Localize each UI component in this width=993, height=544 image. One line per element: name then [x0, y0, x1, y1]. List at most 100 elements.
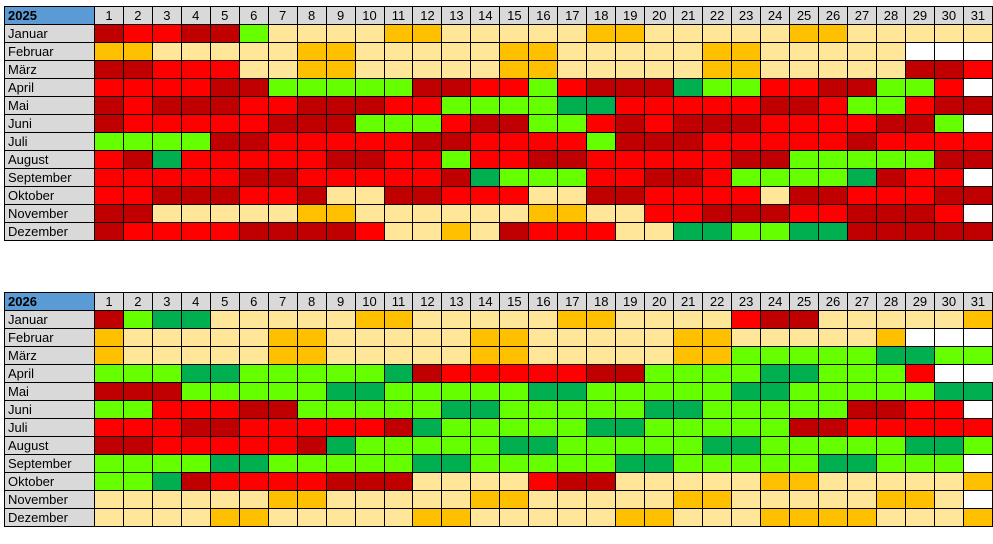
day-cell[interactable] [818, 222, 848, 241]
day-cell[interactable] [818, 454, 848, 473]
day-cell[interactable] [615, 472, 646, 491]
day-cell[interactable] [789, 454, 820, 473]
day-cell[interactable] [875, 328, 906, 347]
day-cell[interactable] [586, 222, 617, 241]
day-cell[interactable] [760, 222, 791, 241]
day-cell[interactable] [847, 490, 877, 509]
day-cell[interactable] [673, 508, 704, 527]
day-cell[interactable] [238, 24, 269, 43]
day-cell[interactable] [325, 364, 356, 383]
day-cell[interactable] [122, 346, 153, 365]
day-cell[interactable] [904, 472, 935, 491]
day-cell[interactable] [644, 508, 675, 527]
day-cell[interactable] [354, 364, 385, 383]
day-cell[interactable] [760, 60, 791, 79]
day-cell[interactable] [933, 364, 964, 383]
day-cell[interactable] [586, 132, 617, 151]
day-cell[interactable] [586, 364, 617, 383]
day-cell[interactable] [904, 310, 935, 329]
day-header[interactable]: 21 [673, 6, 704, 25]
day-cell[interactable] [904, 490, 935, 509]
day-cell[interactable] [586, 150, 617, 169]
day-cell[interactable] [267, 222, 298, 241]
day-cell[interactable] [180, 96, 211, 115]
day-cell[interactable] [615, 114, 646, 133]
day-cell[interactable] [122, 42, 153, 61]
day-cell[interactable] [122, 364, 153, 383]
day-cell[interactable] [615, 328, 646, 347]
day-cell[interactable] [875, 24, 906, 43]
day-cell[interactable] [673, 78, 704, 97]
day-cell[interactable] [267, 436, 298, 455]
day-cell[interactable] [731, 60, 762, 79]
day-cell[interactable] [209, 400, 240, 419]
day-cell[interactable] [238, 436, 269, 455]
day-cell[interactable] [847, 114, 877, 133]
day-cell[interactable] [93, 418, 124, 437]
day-cell[interactable] [238, 204, 269, 223]
month-label[interactable]: Oktober [4, 472, 95, 491]
day-header[interactable]: 7 [267, 292, 298, 311]
day-header[interactable]: 30 [933, 6, 964, 25]
day-cell[interactable] [528, 454, 559, 473]
day-cell[interactable] [151, 114, 182, 133]
day-cell[interactable] [383, 328, 414, 347]
day-cell[interactable] [151, 472, 182, 491]
day-cell[interactable] [818, 310, 848, 329]
month-label[interactable]: November [4, 490, 95, 509]
day-cell[interactable] [383, 114, 414, 133]
day-cell[interactable] [122, 24, 153, 43]
day-cell[interactable] [673, 42, 704, 61]
day-header[interactable]: 2 [122, 6, 153, 25]
day-cell[interactable] [383, 472, 414, 491]
day-cell[interactable] [586, 204, 617, 223]
day-cell[interactable] [354, 490, 385, 509]
day-cell[interactable] [412, 364, 443, 383]
day-cell[interactable] [499, 310, 530, 329]
day-cell[interactable] [151, 132, 182, 151]
day-cell[interactable] [789, 400, 820, 419]
day-cell[interactable] [847, 454, 877, 473]
day-cell[interactable] [441, 60, 472, 79]
day-cell[interactable] [180, 186, 211, 205]
day-cell[interactable] [528, 436, 559, 455]
month-label[interactable]: Januar [4, 310, 95, 329]
day-cell[interactable] [615, 222, 646, 241]
day-cell[interactable] [499, 24, 530, 43]
day-header[interactable]: 24 [760, 6, 791, 25]
day-cell[interactable] [644, 454, 675, 473]
day-cell[interactable] [354, 96, 385, 115]
day-cell[interactable] [528, 186, 559, 205]
day-cell[interactable] [586, 436, 617, 455]
day-cell[interactable] [93, 436, 124, 455]
month-label[interactable]: Februar [4, 42, 95, 61]
day-cell[interactable] [933, 204, 964, 223]
day-cell[interactable] [238, 328, 269, 347]
day-cell[interactable] [470, 364, 501, 383]
day-cell[interactable] [412, 204, 443, 223]
day-cell[interactable] [557, 418, 588, 437]
day-cell[interactable] [441, 42, 472, 61]
day-cell[interactable] [789, 204, 820, 223]
day-cell[interactable] [296, 150, 327, 169]
day-cell[interactable] [731, 42, 762, 61]
day-cell[interactable] [267, 96, 298, 115]
day-cell[interactable] [383, 96, 414, 115]
day-cell[interactable] [673, 346, 704, 365]
day-cell[interactable] [731, 132, 762, 151]
day-cell[interactable] [962, 508, 993, 527]
day-cell[interactable] [122, 508, 153, 527]
day-cell[interactable] [354, 168, 385, 187]
month-label[interactable]: Juli [4, 132, 95, 151]
day-cell[interactable] [933, 346, 964, 365]
day-cell[interactable] [847, 346, 877, 365]
month-label[interactable]: Januar [4, 24, 95, 43]
day-header[interactable]: 5 [209, 292, 240, 311]
day-cell[interactable] [93, 42, 124, 61]
day-cell[interactable] [209, 24, 240, 43]
day-cell[interactable] [296, 472, 327, 491]
day-cell[interactable] [267, 472, 298, 491]
day-cell[interactable] [238, 400, 269, 419]
month-label[interactable]: März [4, 346, 95, 365]
day-cell[interactable] [267, 150, 298, 169]
